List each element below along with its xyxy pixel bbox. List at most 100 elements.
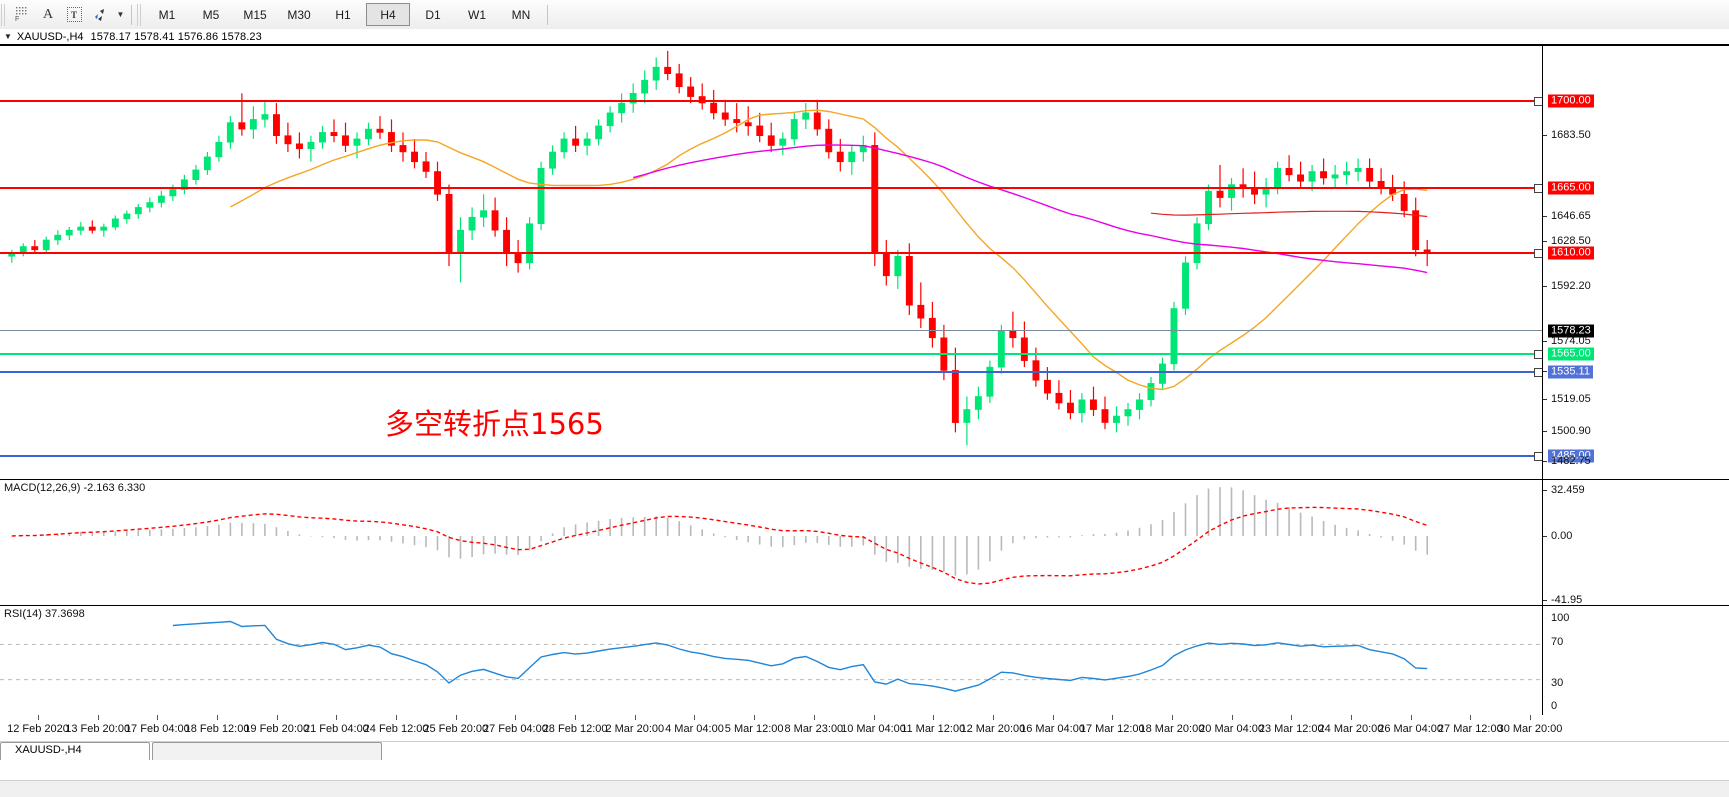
time-axis-label: 17 Feb 04:00 — [124, 723, 190, 735]
price-level-handle[interactable] — [1534, 452, 1542, 461]
price-tick — [1543, 461, 1547, 462]
timeframe-w1[interactable]: W1 — [468, 7, 486, 22]
price-level-tag[interactable]: 1700.00 — [1548, 94, 1594, 108]
price-level-line[interactable] — [0, 100, 1542, 102]
timeframe-h1[interactable]: H1 — [335, 7, 351, 22]
time-tick — [1470, 715, 1472, 720]
time-axis-label: 8 Mar 23:00 — [784, 723, 844, 735]
price-axis-label: 1646.65 — [1551, 210, 1591, 222]
price-tick — [1543, 341, 1547, 342]
chart-tab[interactable] — [152, 742, 382, 760]
rsi-pane: RSI(14) 37.3698 100 70 30 0 — [0, 605, 1729, 717]
timeframe-m15[interactable]: M15 — [243, 7, 267, 22]
price-level-line[interactable] — [0, 252, 1542, 254]
macd-tick — [1543, 536, 1547, 537]
price-axis-label: 1628.50 — [1551, 235, 1591, 247]
bottom-bar: XAUUSD-,H4 — [0, 741, 1729, 797]
symbol-ohlc-values: 1578.17 1578.41 1576.86 1578.23 — [90, 30, 262, 43]
toolbar: F A T ▼ M1 M5 M15 M30 H1 H4 D1 W1 MN — [0, 0, 1729, 30]
toolbar-grip[interactable] — [1, 3, 7, 26]
time-axis-label: 20 Mar 04:00 — [1199, 723, 1265, 735]
symbol-name: XAUUSD-,H4 — [16, 30, 84, 43]
objects-icon[interactable] — [87, 3, 113, 27]
price-level-tag[interactable]: 1485.00 — [1548, 449, 1594, 463]
price-level-tag[interactable]: 1665.00 — [1548, 181, 1594, 195]
price-axis[interactable]: 1700.00 1683.50 1665.00 1646.65 1628.50 1610.… — [1542, 46, 1729, 529]
time-axis-label: 2 Mar 20:00 — [605, 723, 665, 735]
symbol-bar: ▼ XAUUSD-,H4 1578.17 1578.41 1576.86 157… — [0, 29, 1729, 45]
timeframe-m30[interactable]: M30 — [287, 7, 311, 22]
time-tick — [1171, 715, 1173, 720]
timeframe-h4[interactable]: H4 — [366, 3, 410, 26]
price-level-handle[interactable] — [1534, 97, 1542, 106]
time-axis-label: 5 Mar 12:00 — [724, 723, 784, 735]
time-tick — [575, 715, 577, 720]
time-axis-label: 27 Feb 04:00 — [483, 723, 548, 735]
time-tick — [992, 715, 994, 720]
time-tick — [276, 715, 278, 720]
macd-plot-area[interactable]: MACD(12,26,9) -2.163 6.330 — [0, 480, 1542, 606]
price-tick — [1543, 399, 1547, 400]
chart-tab[interactable]: XAUUSD-,H4 — [0, 742, 150, 760]
timeframe-m1[interactable]: M1 — [158, 7, 176, 22]
price-level-handle[interactable] — [1534, 350, 1542, 359]
time-axis-label: 16 Mar 04:00 — [1020, 723, 1085, 735]
text-label-icon[interactable]: T — [61, 3, 87, 27]
toolbar-divider-2 — [547, 4, 548, 25]
time-axis-label: 13 Feb 20:00 — [65, 723, 131, 735]
status-bar — [0, 780, 1729, 797]
price-plot-area[interactable]: 多空转折点1565 — [0, 46, 1542, 480]
rsi-plot-area[interactable]: RSI(14) 37.3698 — [0, 606, 1542, 716]
crosshair-f-icon[interactable]: F — [9, 3, 35, 27]
price-level-line[interactable] — [0, 455, 1542, 457]
time-axis-label: 12 Mar 20:00 — [960, 723, 1026, 735]
price-level-line[interactable] — [0, 371, 1542, 373]
time-axis-label: 21 Feb 04:00 — [303, 723, 369, 735]
rsi-label: RSI(14) 37.3698 — [4, 608, 85, 620]
time-axis-label: 4 Mar 04:00 — [665, 723, 724, 735]
time-axis-label: 10 Mar 04:00 — [841, 723, 906, 735]
price-level-line[interactable] — [0, 353, 1542, 355]
time-tick — [1291, 715, 1293, 720]
timeframe-m5[interactable]: M5 — [202, 7, 220, 22]
price-axis-label: 1683.50 — [1551, 129, 1591, 141]
time-axis-label: 19 Feb 20:00 — [244, 723, 310, 735]
macd-tick — [1543, 490, 1547, 491]
time-tick — [1231, 715, 1233, 720]
price-level-handle[interactable] — [1534, 184, 1542, 193]
macd-series — [11, 487, 1428, 585]
price-level-handle[interactable] — [1534, 368, 1542, 377]
timeframe-mn[interactable]: MN — [511, 7, 531, 22]
macd-axis: 32.459 0.00 -41.95 — [1542, 480, 1729, 606]
price-level-tag[interactable]: 1535.11 — [1548, 365, 1593, 379]
time-tick — [1112, 715, 1114, 720]
time-tick — [754, 715, 756, 720]
macd-axis-label: 32.459 — [1551, 484, 1585, 496]
price-level-tag[interactable]: 1565.00 — [1548, 347, 1594, 361]
time-tick — [1530, 715, 1531, 720]
text-A-icon[interactable]: A — [42, 6, 54, 22]
price-level-line[interactable] — [0, 330, 1542, 331]
price-level-tag[interactable]: 1578.23 — [1548, 324, 1594, 338]
timeframe-grip[interactable] — [137, 3, 143, 26]
price-tick — [1543, 371, 1547, 372]
chevron-down-icon[interactable]: ▼ — [116, 10, 125, 19]
time-tick — [1052, 715, 1054, 720]
chart-tabs: XAUUSD-,H4 — [0, 742, 384, 760]
rsi-axis: 100 70 30 0 — [1542, 606, 1729, 716]
time-axis-label: 30 Mar 20:00 — [1497, 723, 1563, 735]
time-axis-label: 12 Feb 2020 — [7, 723, 69, 735]
price-level-handle[interactable] — [1534, 249, 1542, 258]
symbol-dropdown-caret-icon[interactable]: ▼ — [4, 32, 12, 41]
timeframe-d1[interactable]: D1 — [425, 7, 441, 22]
price-level-line[interactable] — [0, 187, 1542, 189]
macd-axis-label: 0.00 — [1551, 530, 1573, 542]
price-level-tag[interactable]: 1610.00 — [1548, 246, 1594, 260]
chart-annotation-text: 多空转折点1565 — [385, 407, 604, 441]
price-axis-label: 1482.75 — [1551, 455, 1591, 467]
time-axis-label: 28 Feb 12:00 — [542, 723, 608, 735]
time-tick — [336, 715, 338, 720]
time-axis-label: 25 Feb 20:00 — [423, 723, 489, 735]
rsi-series — [0, 620, 1542, 692]
time-tick — [1410, 715, 1412, 720]
